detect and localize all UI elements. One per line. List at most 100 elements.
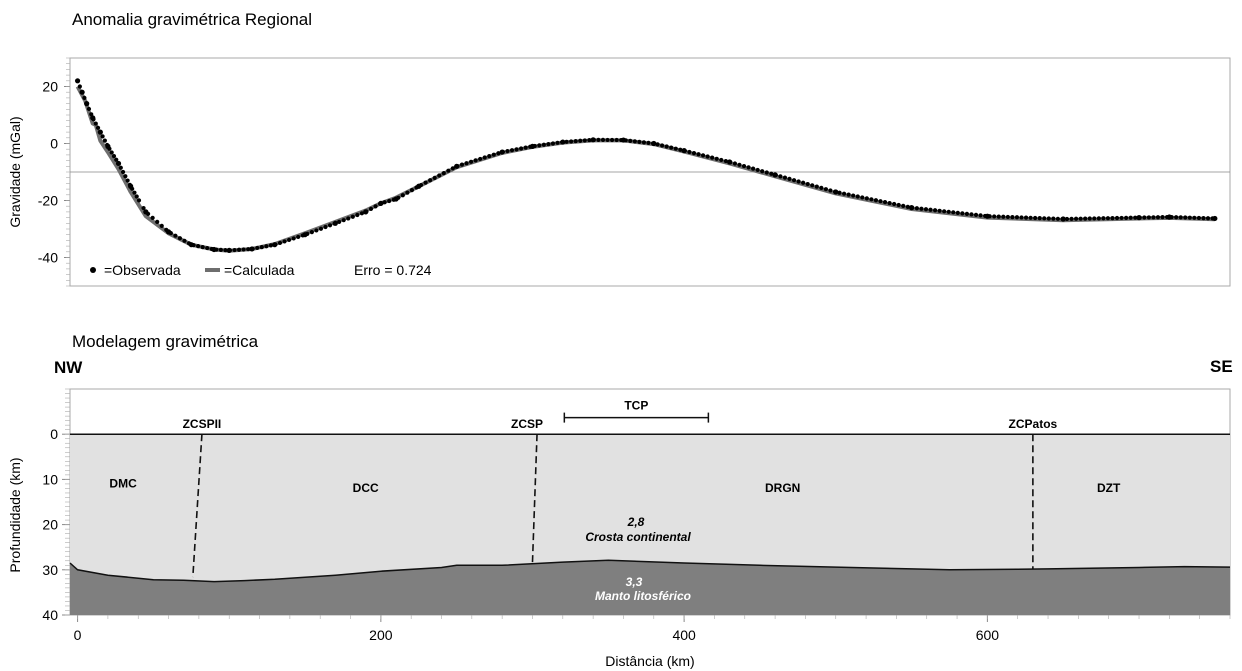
direction-se: SE <box>1210 357 1233 376</box>
observed-point <box>1110 215 1115 221</box>
observed-point <box>887 200 892 206</box>
observed-point <box>641 140 647 145</box>
observed-point <box>1069 216 1074 221</box>
observed-point <box>1055 216 1060 221</box>
observed-point <box>468 159 474 164</box>
observed-point <box>350 214 355 219</box>
observed-point <box>514 147 519 152</box>
observed-point <box>309 230 314 235</box>
observed-point <box>1192 215 1197 220</box>
observed-point <box>650 141 656 146</box>
observed-point <box>134 194 139 199</box>
observed-point <box>236 247 242 252</box>
observed-point <box>214 247 219 252</box>
observed-point <box>100 134 105 139</box>
observed-point <box>332 221 337 226</box>
observed-point <box>919 206 924 211</box>
domain-label: DZT <box>1097 481 1121 495</box>
depth-tick-label: 0 <box>50 426 58 442</box>
gravity-y-axis: 20 0 -20 -40 <box>38 57 70 287</box>
observed-point <box>1060 216 1065 222</box>
observed-point <box>673 146 678 151</box>
observed-point <box>464 161 469 166</box>
observed-point <box>1155 215 1161 220</box>
observed-point <box>446 168 451 173</box>
observed-point <box>860 195 865 200</box>
depth-tick-label: 20 <box>42 517 58 533</box>
observed-point <box>664 144 669 149</box>
observed-point <box>864 196 869 201</box>
observed-point <box>118 165 123 170</box>
gravity-legend: =Observada =Calculada Erro = 0.724 <box>90 262 432 278</box>
observed-point <box>646 140 651 146</box>
observed-point <box>1196 215 1202 221</box>
observed-point <box>1028 215 1033 220</box>
observed-point <box>882 200 888 205</box>
distance-tick-label: 600 <box>976 627 1000 643</box>
observed-point <box>1142 215 1147 220</box>
distance-tick-label: 400 <box>672 627 696 643</box>
observed-point <box>791 178 797 183</box>
observed-point <box>932 208 938 213</box>
observed-point <box>737 162 742 167</box>
observed-point <box>227 248 233 253</box>
observed-point <box>155 219 160 224</box>
observed-point <box>623 138 628 143</box>
observed-point <box>1137 215 1142 220</box>
observed-point <box>682 148 687 153</box>
observed-point <box>1146 215 1151 220</box>
observed-point <box>177 236 183 241</box>
observed-point <box>609 137 615 143</box>
observed-point <box>1092 216 1097 221</box>
observed-point <box>878 199 883 204</box>
observed-point <box>782 175 788 180</box>
domain-label: DRGN <box>765 481 800 495</box>
observed-point <box>478 156 483 162</box>
observed-point <box>1019 215 1024 220</box>
observed-point <box>578 138 583 143</box>
observed-point <box>814 184 819 189</box>
observed-point <box>714 156 719 161</box>
observed-point <box>569 139 574 144</box>
observed-point <box>102 138 107 143</box>
observed-point <box>573 139 578 144</box>
direction-nw: NW <box>54 358 83 377</box>
observed-point <box>428 178 433 183</box>
observed-point <box>819 185 824 190</box>
observed-point <box>337 219 342 224</box>
observed-point <box>91 117 96 122</box>
observed-point <box>341 218 346 223</box>
observed-point <box>84 101 89 106</box>
observed-point <box>327 223 333 228</box>
observed-point <box>1096 216 1101 221</box>
observed-point <box>1105 216 1111 221</box>
observed-point <box>741 163 747 169</box>
observed-series <box>74 78 1218 253</box>
observed-point <box>696 152 701 157</box>
observed-point <box>760 169 765 174</box>
observed-point <box>355 212 360 218</box>
model-chart-title: Modelagem gravimétrica <box>72 332 259 351</box>
observed-point <box>901 203 906 209</box>
observed-point <box>600 137 606 142</box>
observed-point <box>432 175 437 180</box>
observed-point <box>196 244 201 249</box>
observed-point <box>173 233 178 238</box>
observed-point <box>951 210 956 215</box>
observed-point <box>532 143 537 149</box>
observed-point <box>414 185 419 190</box>
observed-point <box>519 146 524 151</box>
observed-point <box>637 139 642 144</box>
observed-point <box>382 200 387 205</box>
observed-point <box>969 212 974 217</box>
observed-point <box>364 209 369 214</box>
observed-point <box>769 171 774 176</box>
observed-point <box>250 246 255 251</box>
observed-point <box>710 155 715 160</box>
observed-point <box>1187 215 1192 220</box>
observed-point <box>116 161 121 166</box>
observed-point <box>528 144 533 149</box>
observed-point <box>719 157 724 163</box>
observed-point <box>209 246 214 252</box>
observed-point <box>127 182 132 187</box>
